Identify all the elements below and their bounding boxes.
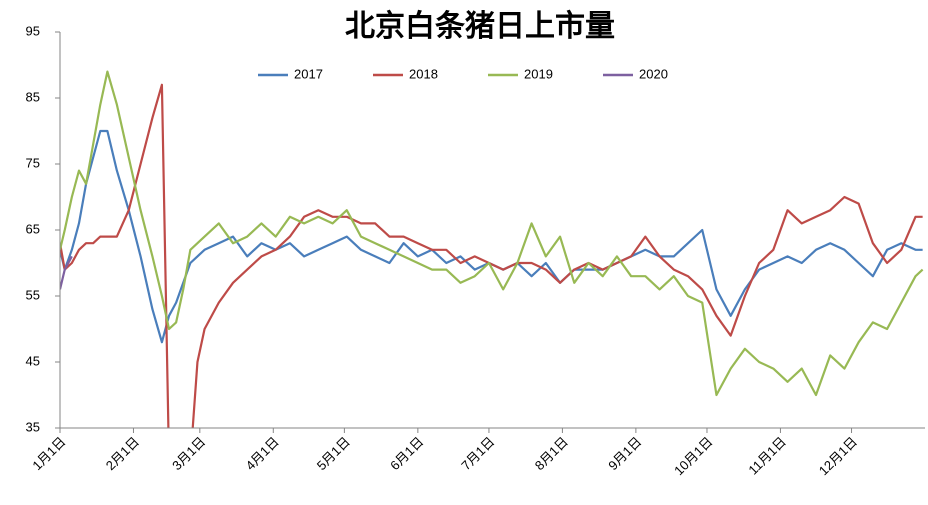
x-tick-label: 7月1日 (458, 434, 497, 473)
y-tick-label: 45 (26, 353, 40, 368)
y-tick-label: 75 (26, 155, 40, 170)
legend-label: 2018 (409, 66, 438, 81)
y-tick-label: 55 (26, 287, 40, 302)
chart-title: 北京白条猪日上市量 (345, 9, 615, 44)
plot-area (60, 70, 924, 428)
x-tick-label: 4月1日 (243, 434, 282, 473)
series-line (60, 70, 924, 397)
y-tick-label: 65 (26, 221, 40, 236)
legend-label: 2019 (524, 66, 553, 81)
x-tick-label: 6月1日 (387, 434, 426, 473)
legend-label: 2020 (639, 66, 668, 81)
x-tick-label: 10月1日 (671, 434, 715, 478)
y-tick-label: 95 (26, 23, 40, 38)
x-tick-label: 12月1日 (816, 434, 860, 478)
series-line (60, 129, 923, 344)
x-tick-label: 5月1日 (314, 434, 353, 473)
x-tick-label: 1月1日 (29, 434, 68, 473)
y-tick-label: 85 (26, 89, 40, 104)
series-line (60, 83, 923, 428)
x-tick-label: 8月1日 (532, 434, 571, 473)
legend-label: 2017 (294, 66, 323, 81)
x-tick-label: 9月1日 (605, 434, 644, 473)
x-tick-label: 11月1日 (745, 434, 789, 478)
x-tick-label: 3月1日 (169, 434, 208, 473)
y-tick-label: 35 (26, 419, 40, 434)
series-line (60, 255, 73, 290)
x-tick-label: 2月1日 (103, 434, 142, 473)
